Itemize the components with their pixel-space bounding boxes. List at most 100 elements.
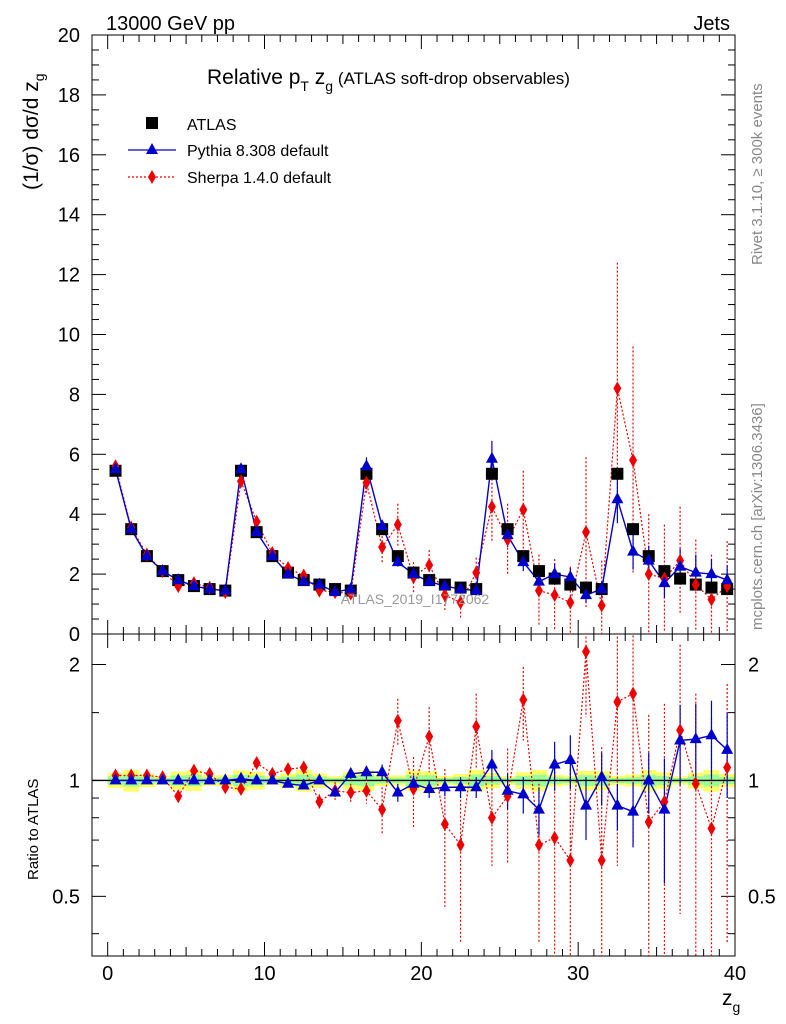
y-tick-label: 2 [69, 564, 80, 586]
pythia-ratio-point [485, 757, 498, 769]
energy-label: 13000 GeV pp [106, 13, 235, 35]
pythia-ratio-point [580, 798, 593, 810]
y-tick-label: 0 [69, 624, 80, 646]
y-tick-label: 6 [69, 444, 80, 466]
pythia-ratio-point [203, 773, 216, 785]
pythia-point [580, 588, 593, 600]
pythia-ratio-point [187, 773, 200, 785]
pythia-ratio-point [548, 757, 561, 769]
pythia-point [674, 559, 687, 571]
pythia-ratio-point [250, 773, 263, 785]
pythia-point [140, 549, 153, 561]
pythia-point [266, 549, 279, 561]
sherpa-point [707, 592, 716, 607]
x-tick-label: 10 [253, 963, 275, 985]
sherpa-ratio-point [707, 821, 716, 836]
pythia-ratio-point [470, 780, 483, 792]
atlas-data-point [485, 467, 498, 480]
sherpa-point [472, 565, 481, 580]
pythia-point [376, 519, 389, 531]
sherpa-point [629, 453, 638, 468]
pythia-point [125, 522, 138, 534]
sherpa-line [114, 388, 728, 606]
pythia-ratio-point [407, 776, 420, 788]
sherpa-ratio-point [629, 686, 638, 701]
y-tick-label: 4 [69, 504, 80, 526]
pythia-point [329, 585, 342, 597]
sherpa-point [534, 583, 543, 598]
sherpa-ratio-point [315, 794, 324, 809]
pythia-ratio-point [454, 780, 467, 792]
pythia-point [501, 528, 514, 540]
pythia-point [282, 567, 295, 579]
pythia-point [156, 564, 169, 576]
pythia-point [234, 462, 247, 474]
legend-atlas-marker [146, 117, 158, 129]
sherpa-point [597, 598, 606, 613]
y-tick-label: 18 [58, 85, 80, 107]
sherpa-ratio-point [378, 802, 387, 817]
sherpa-ratio-point [582, 644, 591, 659]
pythia-ratio-point [642, 773, 655, 785]
y-tick-label: 16 [58, 145, 80, 167]
pythia-point [595, 582, 608, 594]
sherpa-point [252, 514, 261, 529]
sherpa-ratio-point [566, 853, 575, 868]
pythia-point [250, 525, 263, 537]
atlas-data-point [658, 565, 671, 578]
legend-pythia-marker [146, 143, 158, 154]
atlas-data-point [674, 572, 687, 585]
pythia-point [517, 555, 530, 567]
atlas-data-point [627, 523, 640, 536]
y-tick-label: 20 [58, 25, 80, 47]
rivet-label: Rivet 3.1.10, ≥ 300k events [749, 83, 766, 265]
sherpa-ratio-point [284, 762, 293, 777]
ratio-tick-label-left: 2 [69, 654, 80, 676]
sherpa-ratio-point [644, 814, 653, 829]
pythia-ratio-point [689, 732, 702, 744]
sherpa-ratio-point [393, 713, 402, 728]
x-tick-label: 20 [410, 963, 432, 985]
sherpa-point [613, 381, 622, 396]
pythia-ratio-point [423, 781, 436, 793]
legend-atlas-label: ATLAS [187, 117, 237, 134]
sherpa-point [566, 595, 575, 610]
sherpa-ratio-point [676, 723, 685, 738]
pythia-ratio-point [611, 798, 624, 810]
pythia-ratio-point [674, 733, 687, 745]
mcplots-label: mcplots.cern.ch [arXiv:1306.3436] [749, 403, 766, 630]
atlas-data-point [705, 581, 718, 594]
ratio-tick-label-right: 1 [748, 770, 759, 792]
sherpa-point [456, 595, 465, 610]
pythia-ratio-point [266, 773, 279, 785]
y-tick-label: 12 [58, 265, 80, 287]
pythia-point [627, 544, 640, 556]
x-tick-label: 30 [567, 963, 589, 985]
pythia-ratio-point [627, 804, 640, 816]
pythia-ratio-point [376, 765, 389, 777]
sherpa-ratio-point [487, 810, 496, 825]
ratio-axis-label: Ratio to ATLAS [25, 779, 42, 880]
pythia-point [407, 567, 420, 579]
pythia-point [611, 492, 624, 504]
pythia-ratio-point [125, 773, 138, 785]
pythia-ratio-point [391, 785, 404, 797]
legend-pythia-label: Pythia 8.308 default [187, 143, 329, 160]
pythia-ratio-point [360, 765, 373, 777]
pythia-point [423, 574, 436, 586]
pythia-point [187, 579, 200, 591]
sherpa-ratio-point [534, 837, 543, 852]
pythia-point [454, 582, 467, 594]
pythia-point [313, 577, 326, 589]
pythia-point [297, 574, 310, 586]
pythia-point [485, 451, 498, 463]
sherpa-ratio-point [519, 692, 528, 707]
pythia-point [532, 574, 545, 586]
y-tick-label: 10 [58, 325, 80, 347]
pythia-point [705, 567, 718, 579]
plot-title: Relative pT zg (ATLAS soft-drop observab… [207, 66, 570, 94]
sherpa-ratio-line [115, 651, 728, 863]
pythia-point [360, 459, 373, 471]
pythia-ratio-point [517, 787, 530, 799]
pythia-point [564, 570, 577, 582]
